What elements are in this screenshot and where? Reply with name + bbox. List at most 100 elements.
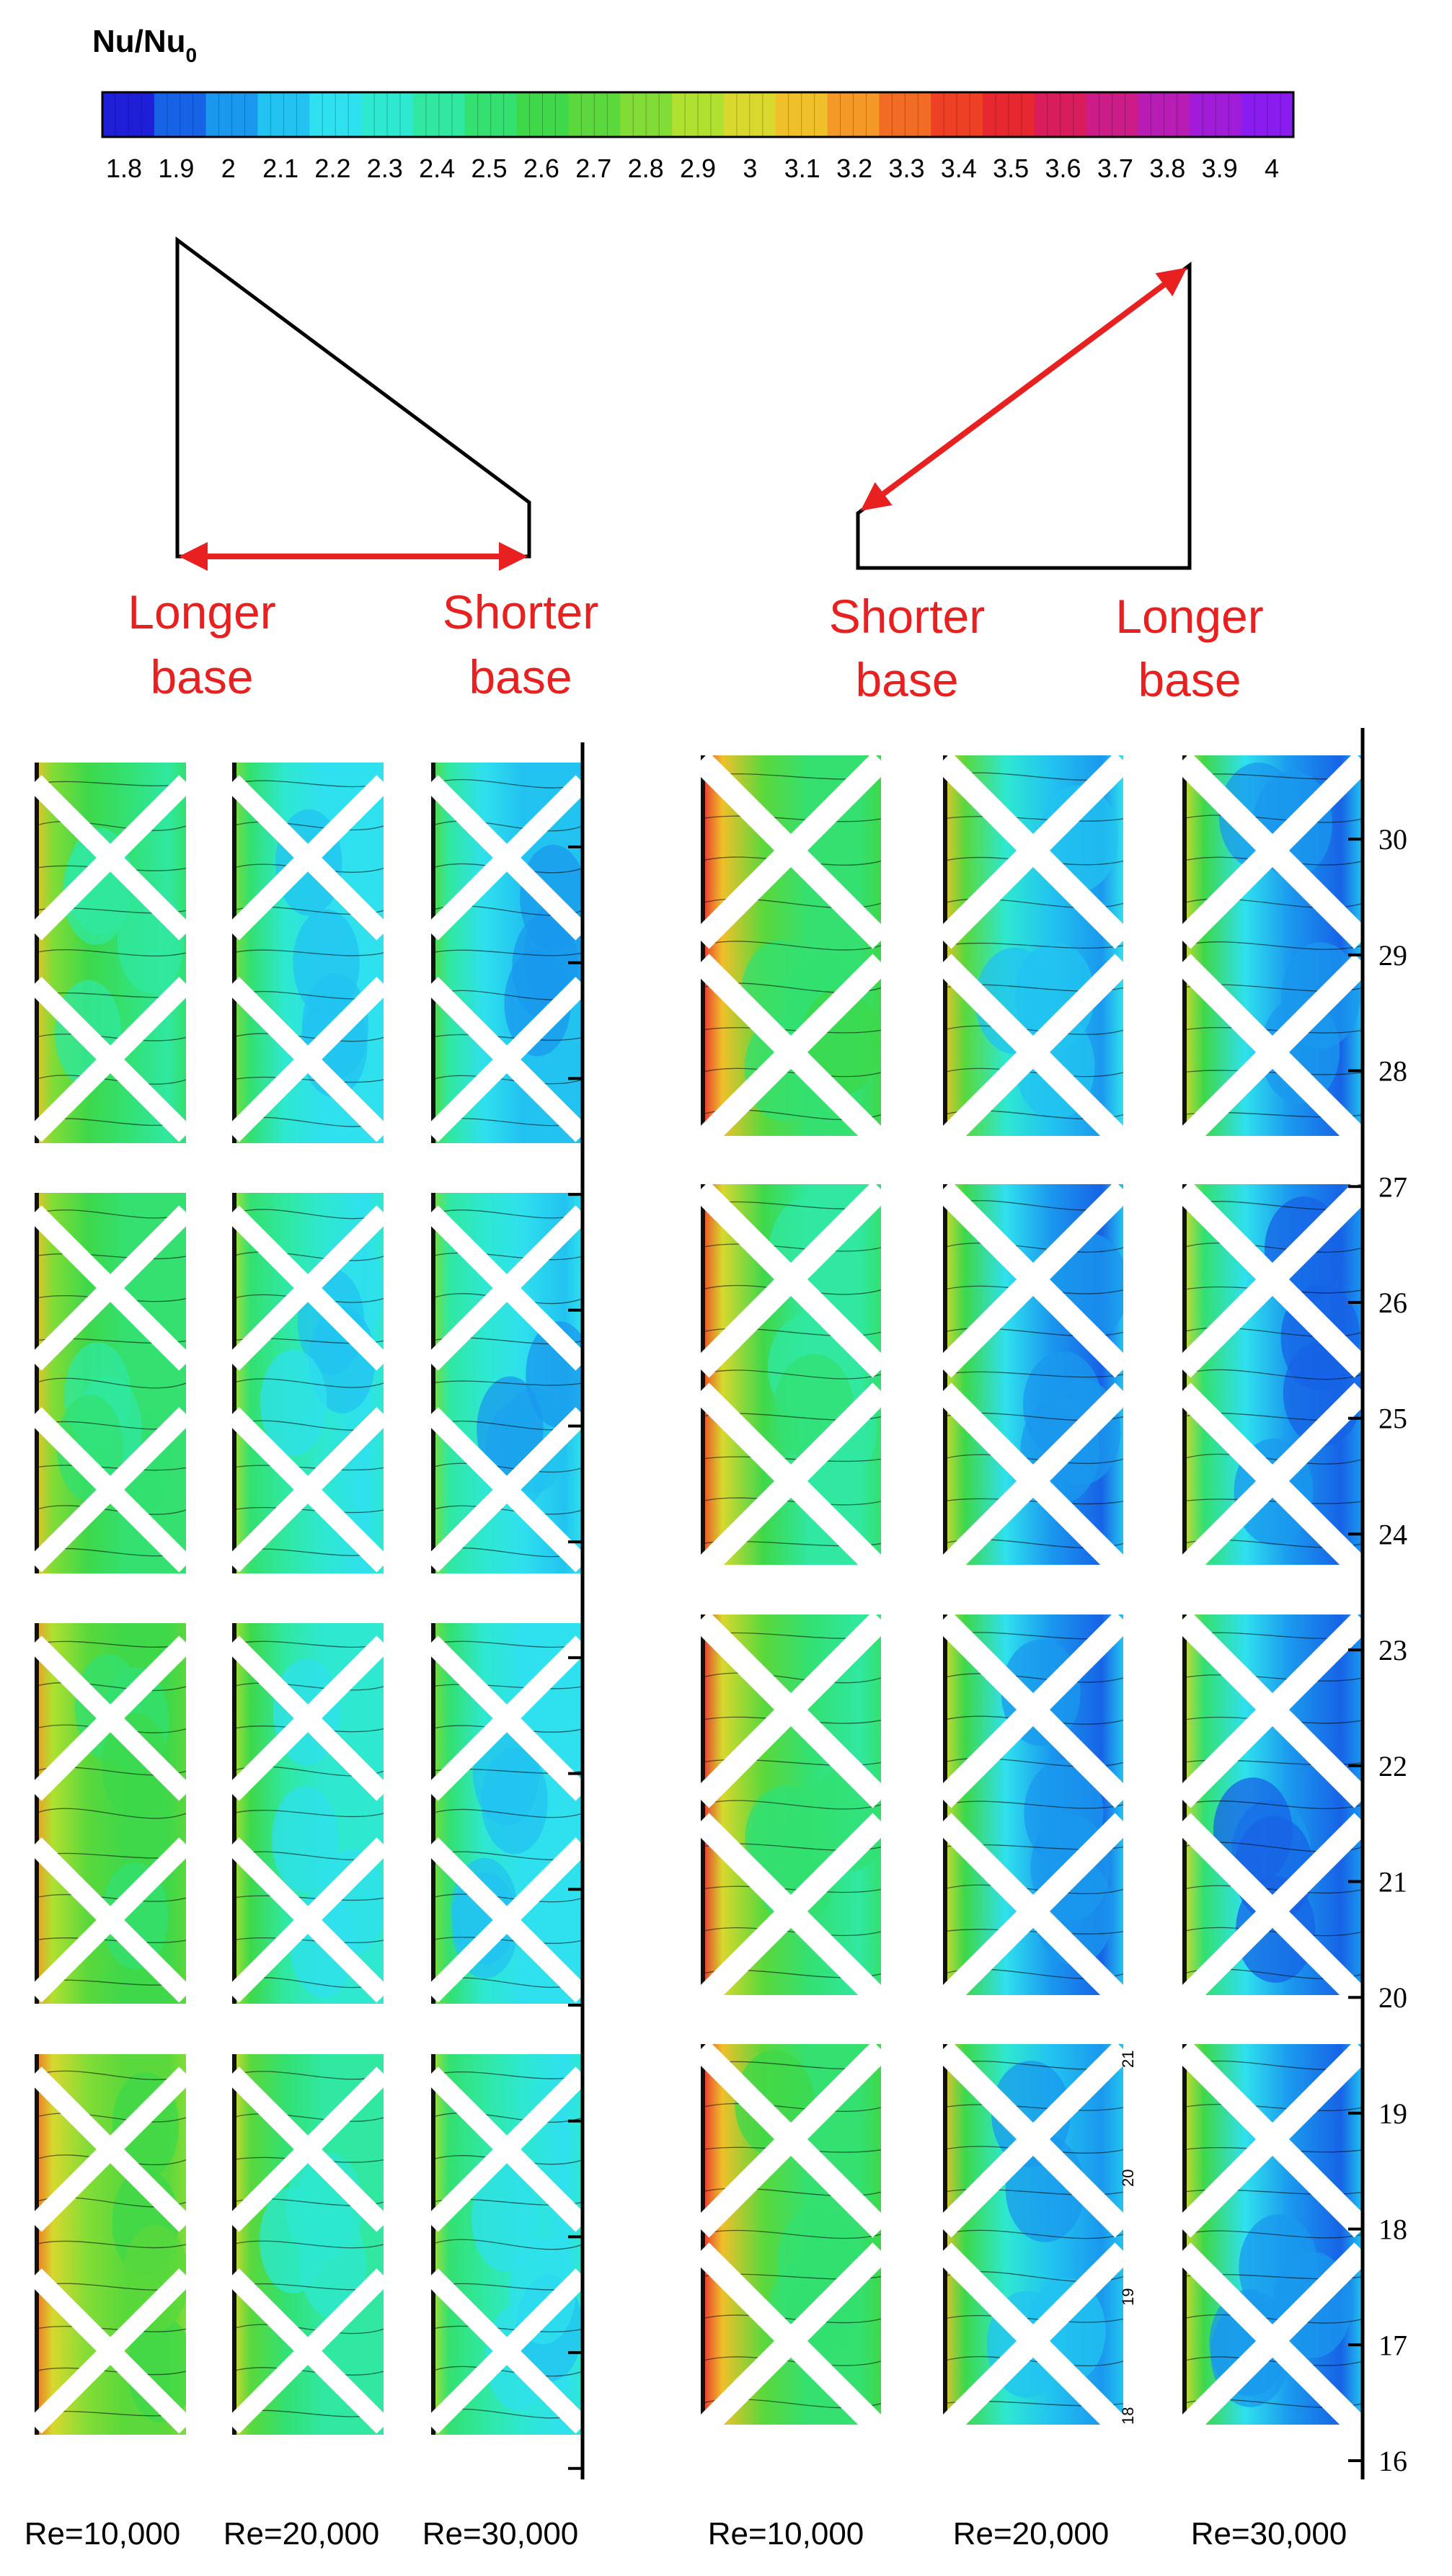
inset-tick-label: 19 (1119, 2288, 1137, 2306)
heatmap-panel (35, 1193, 193, 1573)
rib (424, 1407, 583, 1573)
panel-edge (35, 763, 39, 1143)
colorbar (101, 91, 1295, 138)
rib (701, 1382, 890, 1580)
left-col-label-3: Re=30,000 (422, 2516, 579, 2551)
left-longer-label-line1: Longer (128, 585, 276, 639)
heatmap-panel (35, 2054, 195, 2435)
contour-line (430, 2113, 583, 2123)
contour-line (1182, 1498, 1363, 1504)
colorbar-swatch (1086, 92, 1139, 137)
colorbar-swatch (827, 92, 880, 137)
rib (701, 1813, 890, 2010)
contour-line (430, 1684, 583, 1689)
contour-line (231, 1506, 384, 1514)
colorbar-swatch (1034, 92, 1087, 137)
heatmap-panel (934, 1611, 1132, 2010)
right-axis-tick-label: 18 (1378, 2213, 1407, 2246)
rib (1174, 2242, 1363, 2425)
colorbar-tick-label: 4 (1265, 154, 1279, 183)
heatmap-blob (472, 2164, 539, 2272)
colorbar-swatch (931, 92, 983, 137)
contour-line (942, 2229, 1124, 2239)
panel-edge (701, 2044, 705, 2425)
panel-edge (232, 763, 236, 1143)
panel-edge (1182, 2044, 1187, 2425)
contour-line (430, 1075, 583, 1085)
right-axis-tick-label: 30 (1378, 823, 1407, 856)
rib (934, 1382, 1132, 1580)
panel-edge (35, 1193, 39, 1573)
rib (424, 775, 583, 941)
rib (1174, 1813, 1363, 2010)
heatmap-blob (272, 1786, 339, 1893)
colorbar-swatch (723, 92, 776, 137)
colorbar-tick-label: 2.9 (680, 154, 716, 183)
colorbar-tick-label: 3.4 (941, 154, 977, 183)
panel-edge (431, 2054, 435, 2435)
contour-line (231, 1937, 384, 1944)
rib (225, 1837, 391, 2003)
right-axis-tick-label: 19 (1378, 2097, 1407, 2130)
contour-line (231, 821, 384, 831)
colorbar-swatch (620, 92, 673, 137)
contour-line (942, 816, 1124, 822)
heatmap-blob (509, 2237, 576, 2345)
rib (35, 775, 193, 941)
right-axis-tick-label: 22 (1378, 1750, 1407, 1782)
colorbar-tick-label: 3.2 (836, 154, 872, 183)
contour-line (231, 1465, 384, 1471)
colorbar-tick-label: 2.5 (472, 154, 508, 183)
colorbar-swatch (309, 92, 362, 137)
contour-line (942, 942, 1124, 949)
rib (701, 2242, 890, 2425)
right-axis-ticks: 16 17 18 19 20 21 22 23 24 25 26 27 28 29 30 (1348, 823, 1407, 2477)
colorbar-tick-label: 2.6 (523, 154, 559, 183)
heatmap-blob (260, 1349, 327, 1457)
colorbar-tick-label: 3.7 (1097, 154, 1133, 183)
colorbar-tick-label: 1.9 (158, 154, 194, 183)
colorbar-swatch (1190, 92, 1242, 137)
colorbar-swatch (154, 92, 207, 137)
heatmap-panel (934, 2040, 1132, 2425)
contour-line (942, 1454, 1124, 1465)
panel-edge (35, 2054, 39, 2435)
heatmap-panel (934, 1181, 1132, 1580)
panel-edge (701, 1184, 705, 1565)
contour-line (231, 1895, 384, 1901)
contour-line (942, 1025, 1124, 1035)
heatmap-panel (701, 1611, 890, 2010)
contour-line (231, 1076, 384, 1083)
colorbar-swatch (257, 92, 310, 137)
contour-line (430, 949, 583, 956)
contour-line (35, 1253, 187, 1260)
contour-line (942, 2315, 1124, 2323)
contour-line (430, 1937, 583, 1944)
right-axis-tick-label: 28 (1378, 1055, 1407, 1088)
contour-line (1182, 2104, 1363, 2111)
panel-group (35, 763, 583, 2435)
left-longer-label-line2: base (150, 650, 253, 703)
colorbar-title: Nu/Nu0 (92, 24, 197, 66)
rib (424, 1635, 583, 1801)
colorbar-tick-label: 2.7 (575, 154, 611, 183)
panel-edge (232, 2054, 236, 2435)
rib (424, 2268, 583, 2434)
rib (35, 977, 193, 1142)
heatmap-panel (225, 1623, 391, 2004)
right-axis-tick-label: 27 (1378, 1171, 1407, 1203)
rib (225, 1205, 391, 1371)
rib (225, 775, 391, 941)
contour-line (35, 821, 187, 831)
panel-edge (431, 1623, 435, 2004)
contour-line (701, 2314, 882, 2324)
contour-line (1182, 1369, 1363, 1380)
rib (701, 1611, 890, 1808)
rib (225, 2066, 391, 2232)
contour-line (430, 2325, 583, 2332)
contour-line (942, 2356, 1124, 2366)
heatmap-blob (122, 2224, 190, 2332)
contour-line (35, 1075, 187, 1085)
contour-line (231, 1682, 384, 1691)
contour-line (701, 1886, 882, 1893)
